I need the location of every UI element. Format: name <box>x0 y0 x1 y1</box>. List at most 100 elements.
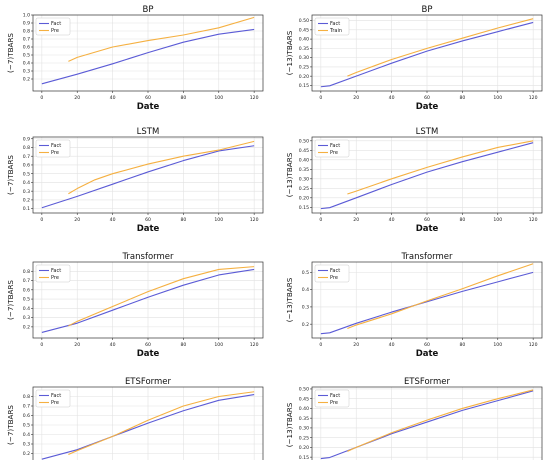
series-line-pre <box>347 389 534 452</box>
y-tick-label: 0.3 <box>23 189 30 195</box>
x-tick-label: 100 <box>214 342 223 348</box>
y-tick-label: 0.7 <box>23 404 30 410</box>
y-tick-label: 0.35 <box>299 167 309 173</box>
y-axis-label: (~7)TBARS <box>6 155 15 195</box>
x-tick-label: 0 <box>40 342 43 348</box>
x-axis-label: Date <box>416 224 439 234</box>
x-tick-label: 120 <box>529 217 538 223</box>
x-tick-label: 120 <box>250 95 259 101</box>
x-tick-label: 20 <box>353 217 359 223</box>
x-tick-label: 20 <box>353 342 359 348</box>
x-tick-label: 100 <box>214 217 223 223</box>
y-tick-label: 0.25 <box>299 435 309 441</box>
series-line-pre <box>68 140 255 195</box>
x-tick-label: 60 <box>424 342 430 348</box>
chart-panel-8: 0204060801001200.150.200.250.300.350.400… <box>285 377 543 464</box>
legend-label: Pre <box>51 400 59 406</box>
y-tick-label: 0.45 <box>299 396 309 402</box>
x-tick-label: 0 <box>40 95 43 101</box>
y-tick-label: 0.15 <box>299 205 309 211</box>
y-tick-label: 0.1 <box>23 206 30 212</box>
legend-label: Fact <box>51 393 61 399</box>
y-tick-label: 0.45 <box>299 27 309 33</box>
chart-title: Transformer <box>400 252 453 262</box>
y-tick-label: 0.35 <box>299 46 309 52</box>
y-tick-label: 0.2 <box>302 322 309 328</box>
legend-label: Fact <box>51 21 61 27</box>
y-tick-label: 0.8 <box>23 145 30 151</box>
y-tick-label: 0.20 <box>299 195 309 201</box>
x-tick-label: 100 <box>493 342 502 348</box>
y-axis-label: (~7)TBARS <box>6 33 15 73</box>
x-tick-label: 100 <box>493 217 502 223</box>
y-tick-label: 0.4 <box>23 306 30 312</box>
chart-title: LSTM <box>416 127 439 137</box>
y-tick-label: 0.50 <box>299 18 309 24</box>
legend-label: Fact <box>330 268 340 274</box>
y-tick-label: 0.4 <box>23 61 30 67</box>
chart-panel-7: 0204060801001200.20.30.40.50.60.70.8ETSF… <box>6 377 264 464</box>
y-tick-label: 0.6 <box>23 413 30 419</box>
x-tick-label: 60 <box>424 95 430 101</box>
chart-title: BP <box>422 5 433 15</box>
legend-label: Fact <box>330 393 340 399</box>
y-tick-label: 0.3 <box>302 305 309 311</box>
x-tick-label: 40 <box>389 95 395 101</box>
y-tick-label: 0.45 <box>299 148 309 154</box>
legend-label: Pre <box>51 275 59 281</box>
y-tick-label: 0.5 <box>23 297 30 303</box>
series-line-fact <box>320 390 534 460</box>
y-tick-label: 0.7 <box>23 278 30 284</box>
y-tick-label: 0.4 <box>302 287 309 293</box>
chart-title: ETSFormer <box>125 377 172 387</box>
x-tick-label: 20 <box>74 95 80 101</box>
legend-label: Pre <box>330 400 338 406</box>
x-axis-label: Date <box>137 224 160 234</box>
y-tick-label: 0.15 <box>299 83 309 89</box>
y-tick-label: 0.50 <box>299 387 309 393</box>
y-tick-label: 0.2 <box>23 324 30 330</box>
y-tick-label: 0.6 <box>23 163 30 169</box>
x-tick-label: 20 <box>353 95 359 101</box>
chart-title: ETSFormer <box>404 377 451 387</box>
y-tick-label: 0.40 <box>299 406 309 412</box>
y-tick-label: 0.15 <box>299 455 309 460</box>
legend-label: Fact <box>51 268 61 274</box>
series-line-fact <box>320 142 534 210</box>
y-tick-label: 0.20 <box>299 74 309 80</box>
x-tick-label: 60 <box>145 95 151 101</box>
x-axis-label: Date <box>416 102 439 112</box>
series-line-pre <box>68 266 255 327</box>
legend-label: Train <box>329 28 342 34</box>
chart-title: LSTM <box>137 127 160 137</box>
x-axis-label: Date <box>137 349 160 359</box>
y-tick-label: 0.30 <box>299 176 309 182</box>
x-tick-label: 0 <box>40 217 43 223</box>
legend-label: Fact <box>51 143 61 149</box>
chart-panel-5: 0 20 40 60 80 100 120 0.2 0.3 0.4 0.5 0.6 0.7 0.8 Tran… <box>6 252 264 359</box>
series-line-pre <box>68 391 255 455</box>
legend-label: Pre <box>51 150 59 156</box>
x-tick-label: 40 <box>389 342 395 348</box>
series-line-fact <box>41 394 255 460</box>
chart-panel-4: 0 20 40 60 80 100 120 0.15 0.20 0.25 0.30 0.35 0.40 0… <box>285 127 543 234</box>
series-line-pre <box>347 140 534 195</box>
series-line-fact <box>41 145 255 209</box>
chart-panel-6: 0 20 40 60 80 100 120 0.2 0.3 0.4 0.5 Transformer Da… <box>285 252 543 359</box>
y-tick-label: 0.8 <box>23 269 30 275</box>
x-tick-label: 0 <box>319 342 322 348</box>
x-tick-label: 80 <box>180 95 186 101</box>
y-axis-label: (~13)TBARS <box>285 30 294 75</box>
y-tick-label: 0.2 <box>23 197 30 203</box>
y-tick-label: 0.6 <box>23 287 30 293</box>
y-tick-label: 0.7 <box>23 154 30 160</box>
y-tick-label: 0.7 <box>23 37 30 43</box>
x-tick-label: 80 <box>459 217 465 223</box>
x-tick-label: 40 <box>110 217 116 223</box>
legend-label: Pre <box>51 28 59 34</box>
y-tick-label: 0.40 <box>299 157 309 163</box>
y-tick-label: 0.20 <box>299 445 309 451</box>
x-tick-label: 120 <box>250 342 259 348</box>
chart-panel-1: 0 20 40 60 80 100 120 0.2 0.3 0.4 0.5 0.6 0.7 0.8 0.9 1… <box>6 5 264 112</box>
legend-label: Pre <box>330 150 338 156</box>
